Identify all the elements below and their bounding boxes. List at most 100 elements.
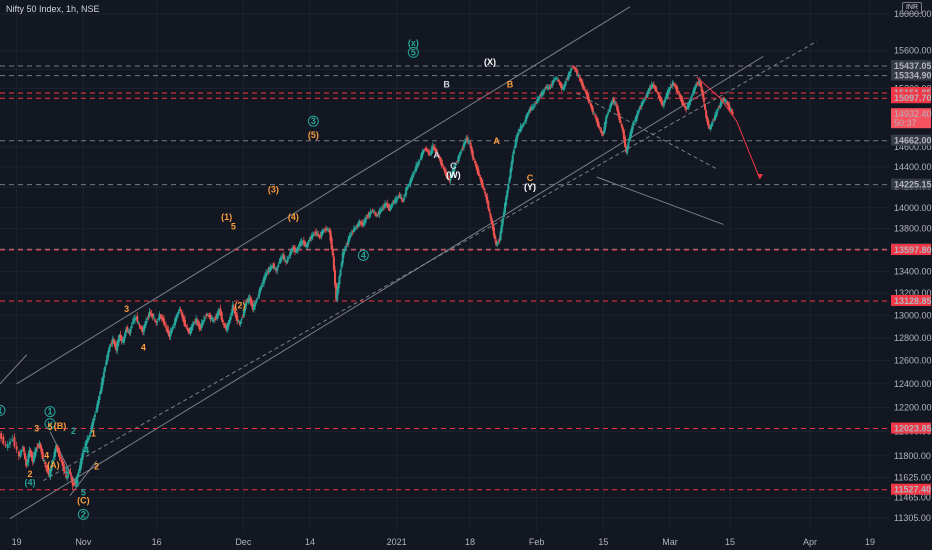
candle [46, 464, 49, 473]
candle [508, 175, 511, 184]
candle [78, 465, 81, 474]
candle [322, 228, 325, 233]
candle [95, 407, 98, 414]
wave-label: (A) [47, 460, 60, 470]
candle [580, 78, 583, 87]
candle [259, 285, 262, 293]
candle [321, 228, 324, 236]
candle [225, 323, 228, 332]
svg-text:13597.80: 13597.80 [894, 245, 932, 255]
candle [611, 97, 614, 104]
candle [81, 448, 84, 461]
candle [190, 324, 193, 334]
trend-line[interactable] [9, 55, 764, 520]
candle [62, 461, 65, 475]
wave-label: 1 [0, 404, 6, 416]
candle [436, 149, 439, 157]
svg-text:B: B [443, 79, 450, 89]
candle [512, 147, 515, 156]
candle [674, 82, 676, 89]
svg-text:(x): (x) [408, 38, 419, 48]
wave-label: (C) [77, 495, 90, 505]
candle [404, 193, 406, 199]
candle [645, 93, 648, 101]
candle [65, 470, 68, 480]
candle [470, 145, 473, 156]
candle [26, 459, 29, 468]
candle [29, 447, 32, 457]
svg-text:5: 5 [411, 47, 416, 57]
y-tick-label: 12200.00 [894, 402, 932, 412]
candle [17, 450, 20, 461]
candle [538, 94, 541, 101]
candle [148, 307, 151, 319]
candle [210, 315, 213, 321]
candle [651, 82, 654, 89]
candle [381, 204, 384, 212]
candle [82, 446, 85, 455]
candle [650, 81, 653, 90]
candle [282, 251, 285, 262]
svg-text:4: 4 [141, 342, 146, 352]
candle [160, 314, 163, 322]
candle [211, 316, 214, 323]
y-tick-label: 14000.00 [894, 203, 932, 213]
candle [180, 309, 183, 317]
candle [568, 71, 571, 79]
candle [227, 319, 230, 331]
candle [68, 470, 71, 474]
candle [234, 306, 236, 316]
candle [198, 321, 201, 332]
candle [257, 293, 260, 299]
candle [331, 245, 334, 258]
svg-text:A: A [433, 150, 440, 160]
wave-label: 1 [64, 465, 69, 475]
candle [517, 129, 520, 137]
candle [98, 391, 101, 404]
candle [376, 213, 379, 218]
candle [547, 84, 550, 91]
candle [620, 122, 623, 129]
candle [367, 211, 370, 219]
candle [599, 126, 602, 133]
trend-line[interactable] [0, 354, 28, 385]
candle [352, 224, 355, 233]
wave-label: 5 [407, 46, 419, 58]
candle [615, 101, 618, 107]
candle [489, 212, 492, 221]
candle [187, 327, 190, 335]
trend-line[interactable] [576, 92, 717, 170]
candle [710, 121, 713, 129]
candle [601, 131, 604, 137]
projection-path[interactable] [696, 76, 761, 180]
candle [319, 232, 322, 239]
candle [35, 446, 38, 456]
svg-text:1: 1 [47, 407, 52, 417]
candle [262, 275, 265, 288]
candle [287, 256, 290, 262]
time-axis[interactable] [0, 532, 890, 550]
candle [366, 214, 369, 219]
candle [74, 479, 76, 487]
trend-line[interactable] [43, 41, 817, 482]
candle [254, 301, 256, 311]
trend-line[interactable] [596, 176, 724, 225]
candle [222, 322, 225, 329]
candle [70, 474, 73, 484]
candle [411, 171, 414, 180]
currency-badge[interactable]: INR [902, 2, 922, 14]
candle [36, 442, 39, 452]
candle [169, 327, 172, 340]
candle [694, 84, 696, 94]
svg-text:15097.70: 15097.70 [894, 93, 932, 103]
candle [479, 174, 482, 183]
trend-line[interactable] [16, 6, 631, 385]
candle [334, 266, 336, 288]
candle [342, 248, 345, 258]
candle [481, 179, 484, 190]
candle [137, 320, 140, 325]
candle [677, 89, 680, 94]
candle [360, 219, 363, 228]
